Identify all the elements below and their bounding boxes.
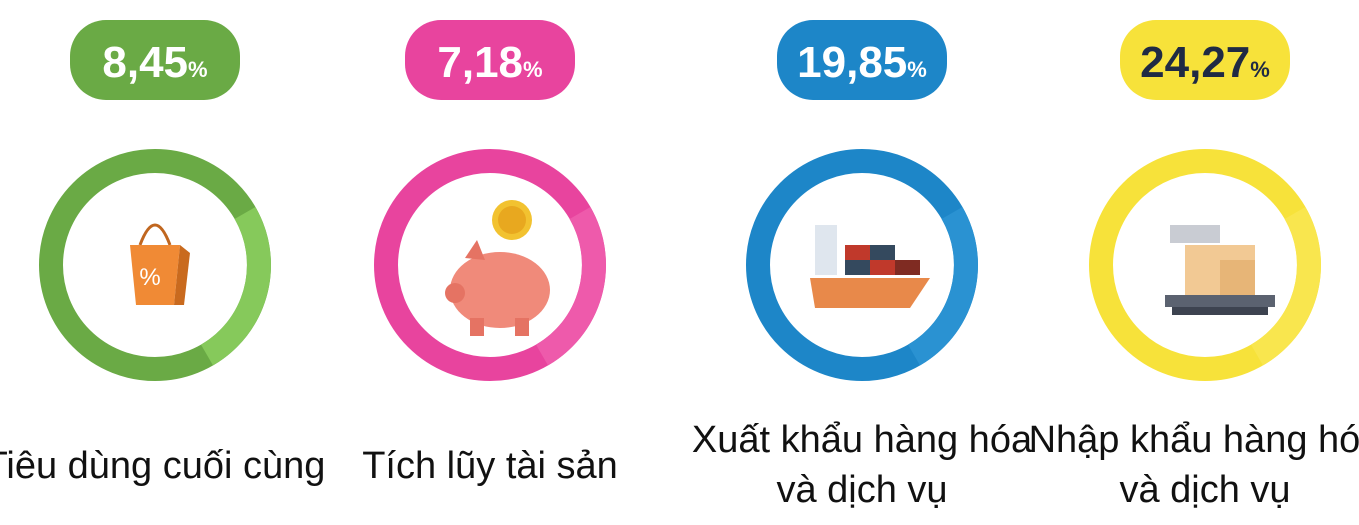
unit: % xyxy=(1250,57,1270,82)
value: 8,45 xyxy=(102,38,188,87)
item-label: Tiêu dùng cuối cùng xyxy=(0,445,325,487)
cargo-ship-icon xyxy=(810,225,930,308)
item-label: và dịch vụ xyxy=(776,469,947,511)
shopping-bag-icon: % xyxy=(130,225,190,305)
item-label: Tích lũy tài sản xyxy=(362,445,618,487)
bag-symbol: % xyxy=(139,264,160,291)
item-label: và dịch vụ xyxy=(1119,469,1290,511)
value: 24,27 xyxy=(1140,38,1250,87)
infographic: 24,27% Nhập khẩu hàng hóa và dịch vụ 19,85%… xyxy=(0,0,1359,525)
ring-highlight xyxy=(207,213,259,355)
ring-highlight xyxy=(1257,213,1309,355)
ring-highlight xyxy=(542,213,594,355)
unit: % xyxy=(188,57,208,82)
item-label: Xuất khẩu hàng hóa xyxy=(692,419,1033,461)
piggy-bank-icon xyxy=(445,200,550,336)
unit: % xyxy=(907,57,927,82)
item-label: Nhập khẩu hàng hóa xyxy=(1029,419,1359,461)
unit: % xyxy=(523,57,543,82)
scale-boxes-icon xyxy=(1165,225,1275,315)
value: 19,85 xyxy=(797,38,907,87)
value: 7,18 xyxy=(437,38,523,87)
